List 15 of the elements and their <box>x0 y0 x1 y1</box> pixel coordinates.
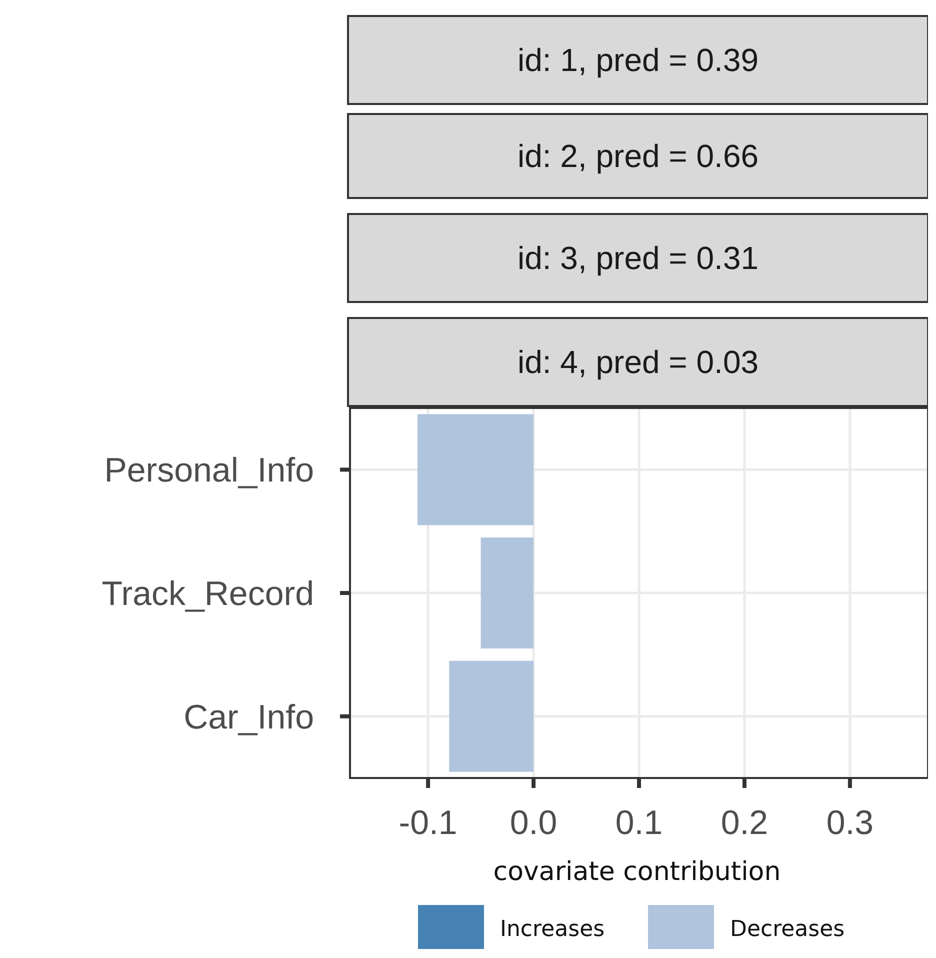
legend-label: Decreases <box>730 917 845 942</box>
y-tick-label: Car_Info <box>184 698 314 736</box>
y-tick-label: Personal_Info <box>104 452 314 490</box>
text: id: 3, pred = 0.31 <box>517 240 759 276</box>
x-tick-label: 0.0 <box>510 804 558 842</box>
y-tick-label: Track_Record <box>102 575 314 613</box>
x-tick-label: 0.1 <box>615 804 663 842</box>
x-axis-title: covariate contribution <box>493 857 781 887</box>
x-tick-label: -0.1 <box>398 804 458 842</box>
legend-label: Increases <box>500 917 605 942</box>
text: id: 1, pred = 0.39 <box>517 42 759 78</box>
x-tick-label: 0.2 <box>720 804 768 842</box>
text: id: 2, pred = 0.66 <box>517 138 759 174</box>
chart-title: id: 4, pred = 0.03 <box>517 344 759 380</box>
x-tick-label: 0.3 <box>826 804 874 842</box>
